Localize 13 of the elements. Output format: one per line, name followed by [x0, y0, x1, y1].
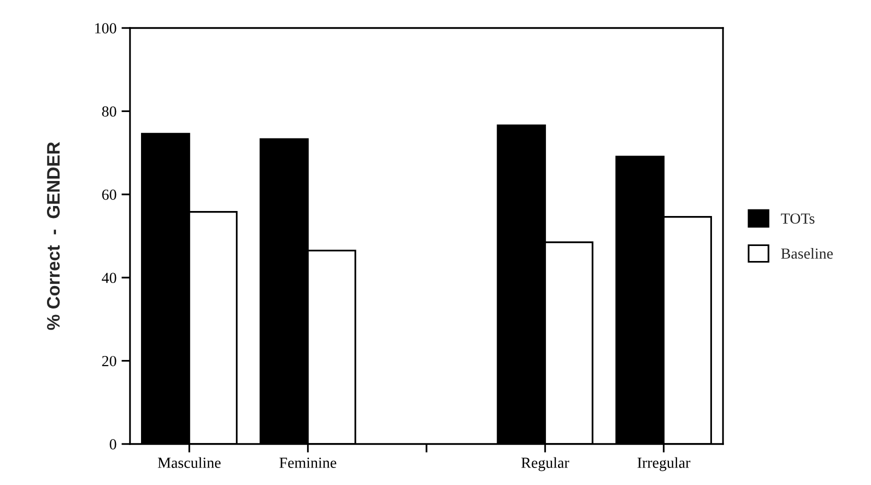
- y-axis-title: % Correct - GENDER: [46, 142, 60, 330]
- x-tick-label: Regular: [521, 457, 570, 472]
- x-tick-label: Feminine: [279, 458, 336, 468]
- y-tick-label: 40: [102, 272, 116, 284]
- legend-label: TOTs: [780, 213, 814, 224]
- y-tick-label: 60: [102, 190, 116, 200]
- legend-label: Baseline: [781, 248, 833, 259]
- y-tick-label: 80: [102, 106, 116, 117]
- x-tick-label: Masculine: [158, 457, 221, 468]
- x-tick-label: Irregular: [638, 457, 690, 472]
- y-tick-label: 0: [110, 439, 116, 450]
- y-tick-label: 100: [95, 23, 116, 34]
- y-tick-label: 20: [102, 356, 116, 366]
